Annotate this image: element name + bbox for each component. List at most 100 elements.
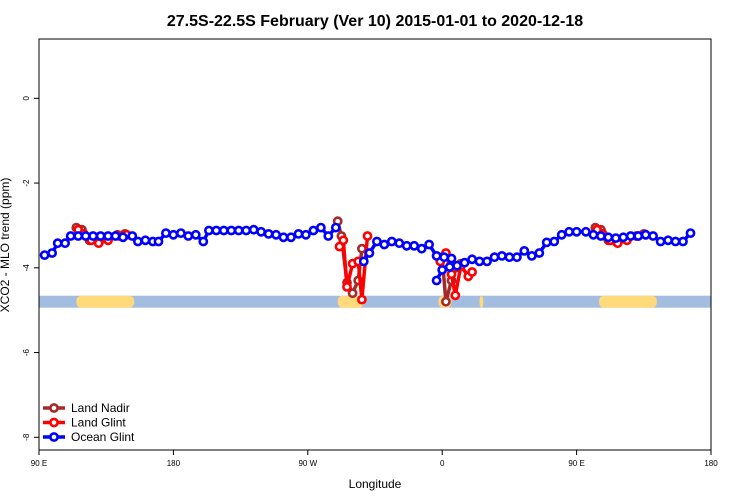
series-2-point-0-4 [65,231,76,241]
series-2-point-2-29 [648,231,658,241]
y-tick-label-3: -6 [22,348,31,356]
series-2-point-0-25 [218,225,229,236]
series-2-point-2-24 [610,233,621,243]
legend-marker-2 [49,432,59,442]
series-2-point-0-35 [293,228,304,239]
series-2-point-1-1 [364,248,375,258]
series-2-point-2-22 [596,231,606,241]
x-axis-ticks: 90 E 180 90 W 0 90 E 180 [31,450,718,468]
series-2-point-0-0 [39,250,50,260]
series-2-point-2-0 [431,275,442,286]
series-2-point-2-12 [519,245,530,256]
series-2-point-0-21 [190,229,201,240]
series-2-point-2-2 [444,262,455,272]
series-2-point-1-6 [401,240,412,251]
plot-frame [38,38,712,451]
y-tick-label-0: 0 [22,96,31,101]
series-2-point-2-30 [655,236,666,247]
series-2-point-0-38 [315,222,326,233]
land-band-0 [76,295,135,308]
y-tick-label-4: -8 [22,433,31,441]
series-2-point-2-32 [670,236,681,247]
series-2-point-2-14 [534,248,545,258]
series-2-point-2-7 [482,256,492,267]
series-2-point-1-9 [424,239,434,250]
land-band-3 [479,295,484,308]
series-0-point-2-1 [440,296,451,307]
series-2-point-0-8 [95,231,106,241]
series-1-point-1-1 [338,235,349,246]
y-axis-label: XCO2 - MLO trend (ppm) [0,178,12,313]
chart-title: 27.5S-22.5S February (Ver 10) 2015-01-01… [167,13,583,30]
series-2-point-0-34 [286,232,296,243]
series-2-point-1-12 [446,253,457,264]
series-2-point-0-39 [323,231,334,241]
x-tick-label-3: 0 [440,459,445,468]
series-2-point-2-13 [526,250,537,261]
series-2-point-2-25 [618,232,629,243]
series-2-point-0-36 [300,229,311,240]
x-tick-label-5: 180 [704,459,718,468]
legend-item-0: Land Nadir [43,401,130,415]
y-axis-ticks: 0 -2 -4 -6 -8 [22,96,39,441]
series-2-point-0-33 [278,232,289,243]
series-2-point-0-37 [308,225,319,236]
series-2-point-0-3 [60,238,70,249]
ocean-band [39,295,711,308]
series-2-point-2-28 [640,229,651,240]
series-2-point-2-26 [625,231,636,241]
series-1-point-2-3 [450,290,461,301]
series-2-point-0-12 [127,231,138,241]
series-0-point-1-3 [347,288,358,299]
series-2-point-2-20 [581,226,591,237]
land-ocean-band [39,295,711,308]
series-2-point-2-31 [663,235,673,246]
series-2-point-0-28 [241,225,252,236]
legend-label-1: Land Glint [71,416,126,430]
land-band-4 [599,295,657,308]
series-2-point-2-34 [685,228,696,238]
legend-marker-1 [49,417,59,428]
series-2-point-2-11 [512,252,522,263]
series-2 [39,222,696,286]
series-2-point-2-19 [571,226,582,237]
series-2-point-0-7 [88,231,98,241]
series-2-point-2-23 [603,232,614,243]
series-2-point-0-27 [233,225,244,236]
series-1-point-1-5 [356,294,367,305]
legend-item-2: Ocean Glint [43,430,135,444]
series-2-point-0-17 [160,228,171,238]
series-2-point-2-15 [541,237,552,248]
series-2-point-0-24 [211,225,222,236]
series-2-point-1-2 [371,236,382,247]
series-2-point-2-27 [633,231,644,241]
y-tick-label-2: -4 [22,264,31,272]
series-2-point-2-33 [678,236,688,247]
series-2-point-1-10 [431,250,442,261]
x-axis-label: Longitude [349,477,402,491]
series-2-point-2-4 [459,257,470,268]
series-layer [39,216,696,307]
series-2-point-0-31 [263,228,274,239]
series-2-point-1-7 [409,240,420,251]
x-tick-label-4: 90 E [568,459,584,468]
x-tick-label-1: 180 [167,459,181,468]
legend-label-2: Ocean Glint [71,430,135,444]
series-2-point-0-20 [183,231,194,241]
legend-item-1: Land Glint [43,416,126,430]
series-2-point-2-18 [564,226,574,237]
series-2-point-2-9 [496,250,507,261]
series-2-point-2-21 [588,229,599,240]
series-2-point-0-22 [198,236,209,247]
series-2-point-2-8 [489,252,500,263]
series-1-point-2-6 [467,267,477,277]
series-1-point-1-6 [362,231,373,241]
series-2-point-0-40 [330,222,341,233]
series-2-point-0-11 [118,232,128,243]
series-2-point-2-16 [549,236,560,247]
series-2-point-0-18 [168,229,179,240]
series-2-point-0-14 [140,235,151,246]
series-1-point-1-2 [342,281,352,292]
